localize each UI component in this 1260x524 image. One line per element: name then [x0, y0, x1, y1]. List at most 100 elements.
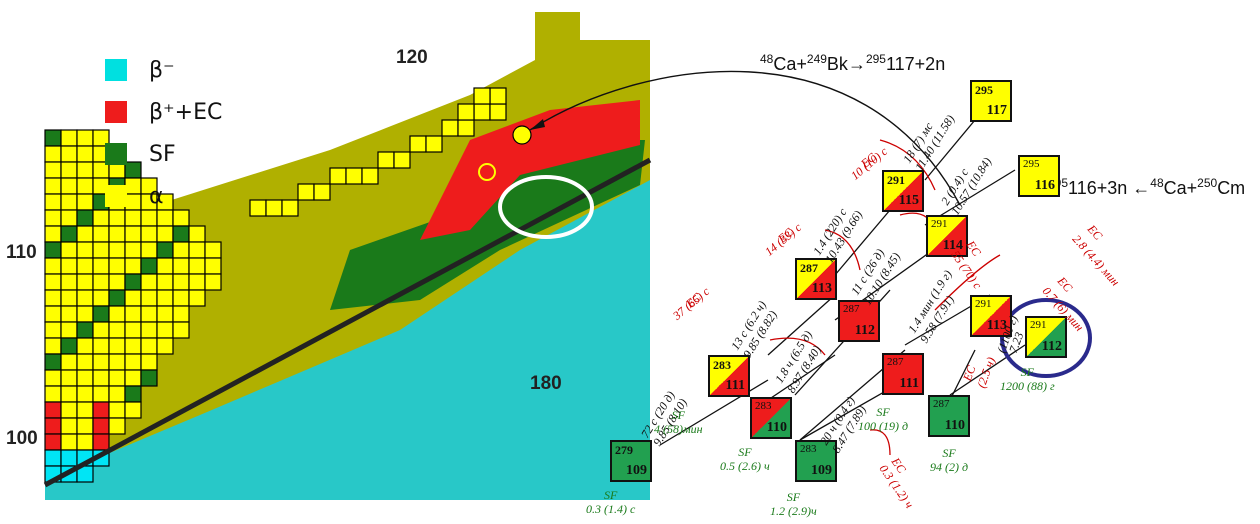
link-arrow-head: [530, 119, 545, 130]
chart-cell: [457, 103, 475, 121]
chart-cell: [108, 337, 126, 355]
atomic-number: 109: [626, 463, 647, 478]
nuclide-box-287-113: 287 113: [795, 258, 837, 300]
chart-cell: [441, 119, 459, 137]
chart-cell: [44, 193, 62, 211]
chart-cell: [76, 337, 94, 355]
sf-label-sf1: SF 1200 (88) г: [1000, 365, 1055, 393]
atomic-number: 112: [1041, 339, 1062, 354]
sf-mode: SF: [786, 490, 801, 504]
chart-cell: [140, 257, 158, 275]
chart-cell: [60, 449, 78, 467]
chart-cell: [92, 433, 110, 451]
sf-halflife: 1200 (88) г: [1000, 379, 1055, 393]
chart-cell: [425, 135, 443, 153]
proton-number-120: 120: [396, 47, 428, 68]
chart-cell: [172, 289, 190, 307]
chart-cell: [140, 321, 158, 339]
chart-cell: [44, 433, 62, 451]
chart-cell: [172, 209, 190, 227]
nuclide-fill: [797, 260, 835, 298]
chart-cell: [108, 209, 126, 227]
chart-cell: [60, 129, 78, 147]
chart-cell: [124, 401, 142, 419]
chart-cell: [60, 257, 78, 275]
decay-arrow: [659, 379, 769, 446]
chart-cell: [140, 273, 158, 291]
nuclide-fill: [884, 172, 922, 210]
atomic-number: 117: [986, 103, 1007, 118]
chart-cell: [188, 289, 206, 307]
chart-cell: [140, 289, 158, 307]
chart-cell: [108, 353, 126, 371]
chart-cell: [44, 449, 62, 467]
mass-number: 250: [1197, 176, 1218, 190]
alpha-swatch: [105, 185, 127, 207]
ec-region: [420, 100, 640, 240]
mass-number: 291: [931, 218, 948, 230]
chart-cell: [281, 199, 299, 217]
chart-cell: [60, 433, 78, 451]
nuclide-box-287-110: 287 110: [928, 395, 970, 437]
chart-cell: [76, 241, 94, 259]
decay-arrow: [767, 294, 836, 356]
chart-cell: [156, 241, 174, 259]
sf-label-sf4: SF 0.5 (2.6) ч: [720, 445, 770, 473]
chart-cell: [473, 103, 491, 121]
nuclide-fill: [1020, 157, 1058, 195]
chart-cell: [188, 225, 206, 243]
chart-cell: [44, 289, 62, 307]
chart-cell: [393, 151, 411, 169]
chart-cell: [60, 289, 78, 307]
chart-cell: [140, 353, 158, 371]
atomic-number: 109: [811, 463, 832, 478]
chart-cell: [124, 225, 142, 243]
decay-arrow: [834, 209, 891, 276]
chart-cell: [473, 87, 491, 105]
mass-number: 287: [887, 356, 904, 368]
mass-number: 295: [975, 83, 993, 97]
mass-number: 283: [713, 358, 731, 372]
chart-cell: [124, 385, 142, 403]
chart-cell: [313, 183, 331, 201]
chart-cell: [60, 385, 78, 403]
chart-cell: [124, 305, 142, 323]
atomic-number: 115: [898, 193, 919, 208]
atomic-number: 111: [899, 376, 919, 391]
chart-cell: [76, 369, 94, 387]
legend-item-alpha: α: [105, 181, 164, 211]
beta-minus-region: [45, 180, 650, 500]
chart-cell: [92, 353, 110, 371]
chart-cell: [188, 257, 206, 275]
chart-cell: [76, 385, 94, 403]
chart-cell: [108, 321, 126, 339]
chart-cell: [44, 337, 62, 355]
chart-cell: [92, 241, 110, 259]
chart-cell: [156, 273, 174, 291]
chart-cell: [156, 337, 174, 355]
decay-arrow: [949, 344, 1026, 396]
sf-mode: SF: [603, 488, 618, 502]
chart-cell: [44, 177, 62, 195]
mass-number: 287: [843, 303, 860, 315]
nuclide-fill: [752, 399, 790, 437]
chart-cell: [297, 183, 315, 201]
sf-halflife: 4 (58)мин: [654, 422, 703, 436]
chart-cell: [44, 353, 62, 371]
nuclide-fill: [972, 297, 1010, 335]
chart-cell: [156, 209, 174, 227]
chart-cell: [76, 193, 94, 211]
sf-region: [330, 140, 645, 310]
chart-cell: [44, 305, 62, 323]
chart-cell: [345, 167, 363, 185]
chart-cell: [124, 369, 142, 387]
mass-number: 287: [933, 398, 950, 410]
chart-cell: [409, 135, 427, 153]
chart-cell: [92, 401, 110, 419]
chart-cell: [44, 401, 62, 419]
chart-cell: [60, 337, 78, 355]
legend-item-beta-minus: β⁻: [105, 55, 175, 85]
chart-cell: [124, 241, 142, 259]
sf-label-sf3: SF 100 (19) д: [858, 405, 908, 433]
chart-cell: [44, 225, 62, 243]
